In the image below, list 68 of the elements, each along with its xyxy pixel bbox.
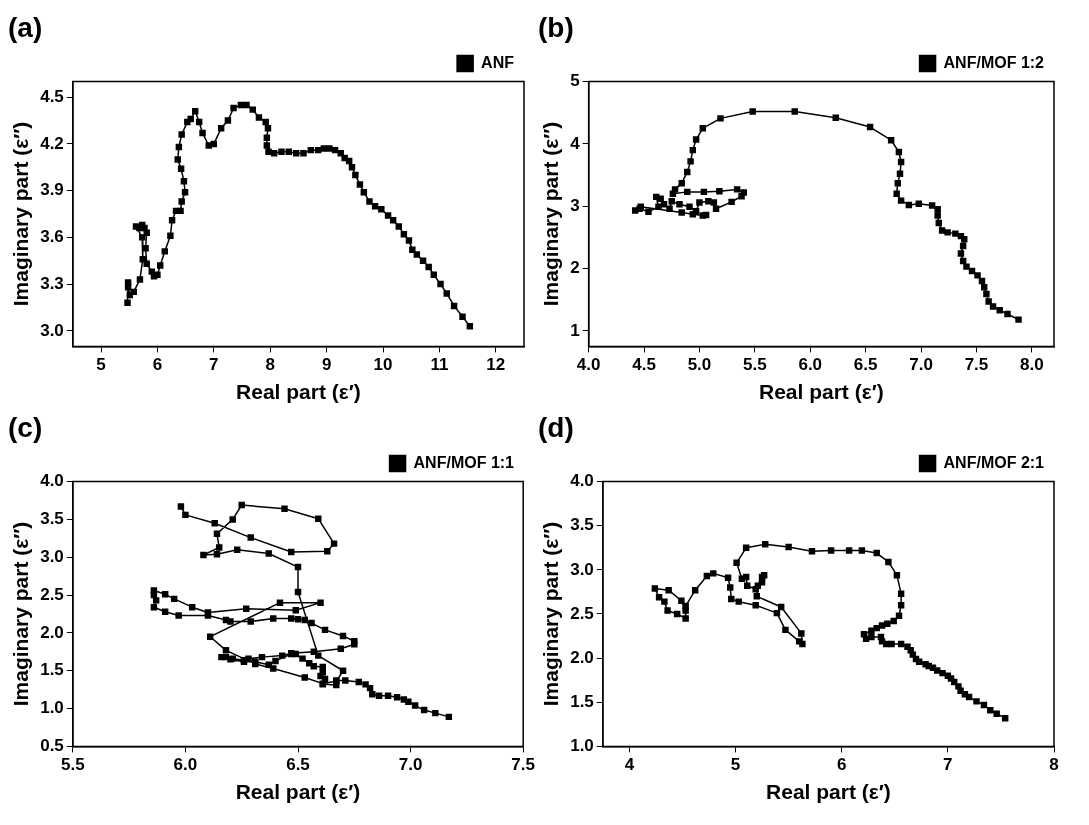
- x-tick-label: 7.0: [909, 355, 933, 375]
- y-tick-label: 2.5: [40, 584, 64, 604]
- y-tick-label: 3: [570, 195, 580, 215]
- x-tick-label: 8: [1049, 755, 1059, 775]
- y-tick-label: 1.0: [40, 698, 64, 718]
- x-tick-label: 6.5: [853, 355, 878, 375]
- x-tick-label: 5.5: [743, 355, 767, 375]
- y-tick-label: 3.3: [40, 273, 64, 293]
- x-tick-label: 7: [209, 355, 219, 375]
- y-tick-label: 1: [570, 320, 580, 340]
- x-tick-label: 8.0: [1020, 355, 1044, 375]
- x-tick-label: 6.5: [286, 755, 310, 775]
- x-tick-label: 4.5: [632, 355, 656, 375]
- chart-title: (d): [538, 411, 574, 443]
- x-axis-title: Real part (ε′): [758, 380, 884, 404]
- y-tick-label: 3.9: [40, 180, 64, 200]
- x-tick-label: 5.0: [687, 355, 712, 375]
- y-tick-label: 1.0: [570, 736, 594, 756]
- x-tick-label: 10: [373, 355, 393, 375]
- x-axis-title: Real part (ε′): [235, 780, 361, 804]
- x-tick-label: 6: [836, 755, 847, 775]
- x-tick-label: 4: [624, 755, 635, 775]
- x-tick-label: 7.5: [964, 355, 989, 375]
- x-tick-label: 7.0: [398, 755, 423, 775]
- legend-label: ANF/MOF 2:1: [943, 454, 1045, 472]
- y-axis-title: Imaginary part (ε″): [539, 121, 563, 307]
- chart-title: (a): [8, 11, 43, 43]
- x-axis-title: Real part (ε′): [766, 780, 891, 804]
- x-axis-title: Real part (ε′): [236, 380, 361, 404]
- y-axis-title: Imaginary part (ε″): [9, 121, 33, 307]
- x-tick-label: 7: [943, 755, 953, 775]
- y-tick-label: 0.5: [40, 736, 64, 756]
- chart-title: (c): [8, 411, 43, 443]
- y-tick-label: 4.2: [40, 133, 64, 153]
- legend-label: ANF/MOF 1:2: [943, 54, 1045, 72]
- y-tick-label: 4.0: [40, 471, 64, 491]
- y-tick-label: 3.5: [40, 509, 64, 529]
- chart-title: (b): [538, 11, 574, 43]
- y-tick-label: 4.5: [40, 86, 64, 106]
- x-tick-label: 6.0: [173, 755, 198, 775]
- y-tick-label: 4.0: [570, 471, 594, 491]
- y-tick-label: 1.5: [570, 691, 594, 711]
- x-tick-label: 5: [730, 755, 741, 775]
- x-tick-label: 5.5: [61, 755, 85, 775]
- x-tick-label: 6.0: [798, 355, 823, 375]
- x-tick-label: 12: [486, 355, 506, 375]
- x-tick-label: 9: [321, 355, 332, 375]
- y-tick-label: 2.0: [570, 647, 594, 667]
- x-tick-label: 8: [265, 355, 275, 375]
- y-axis-title: Imaginary part (ε″): [9, 521, 33, 707]
- y-tick-label: 3.6: [40, 227, 64, 247]
- y-tick-label: 2.0: [40, 622, 64, 642]
- legend-label: ANF: [481, 54, 515, 72]
- y-tick-label: 2.5: [570, 603, 594, 623]
- y-tick-label: 3.0: [40, 546, 64, 566]
- x-tick-label: 6: [152, 355, 163, 375]
- x-tick-label: 7.5: [511, 755, 535, 775]
- y-tick-label: 1.5: [40, 660, 64, 680]
- y-tick-label: 4: [570, 133, 581, 153]
- x-tick-label: 11: [430, 355, 449, 375]
- x-tick-label: 5: [96, 355, 106, 375]
- y-tick-label: 2: [570, 258, 580, 278]
- y-tick-label: 3.0: [570, 559, 594, 579]
- y-axis-title: Imaginary part (ε″): [539, 521, 563, 707]
- y-tick-label: 3.0: [40, 320, 64, 340]
- y-tick-label: 5: [570, 71, 580, 91]
- legend-label: ANF/MOF 1:1: [413, 454, 515, 472]
- y-tick-label: 3.5: [570, 515, 594, 535]
